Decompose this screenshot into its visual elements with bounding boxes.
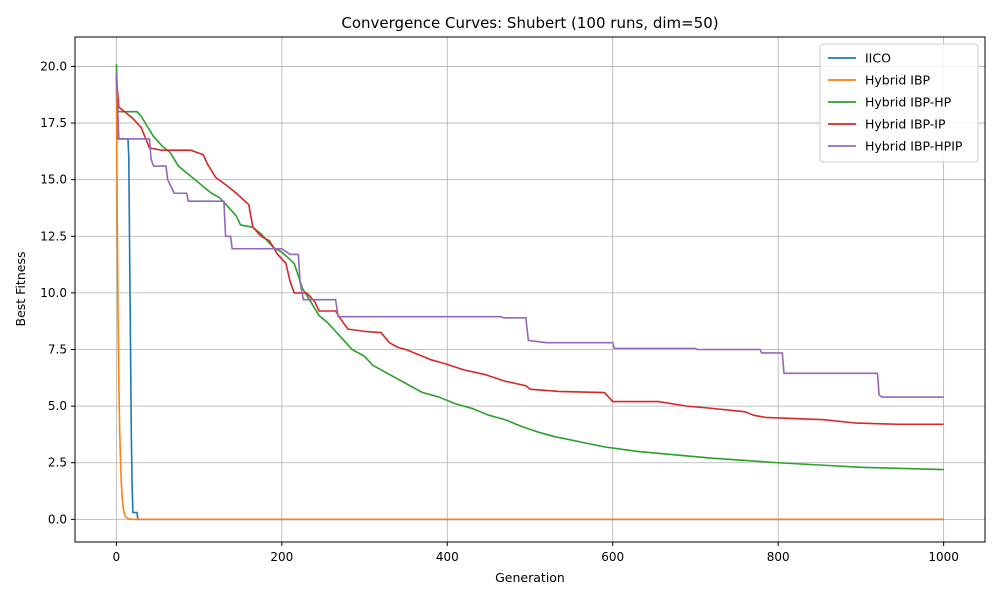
series-line-hybrid-ibp-ip [115, 77, 944, 426]
legend-label-hybrid-ibp: Hybrid IBP [865, 73, 931, 88]
y-axis-label: Best Fitness [13, 252, 28, 327]
y-tick-label: 10.0 [40, 286, 67, 300]
series-line-iico [115, 75, 944, 521]
axis-ticks: 0 200 400 600 800 1000 0.0 2.5 5.0 7.5 10.0 12.5 15.… [40, 59, 959, 564]
x-tick-label: 200 [270, 550, 293, 564]
y-tick-label: 2.5 [48, 456, 67, 470]
y-tick-label: 5.0 [48, 399, 67, 413]
x-tick-label: 0 [113, 550, 121, 564]
legend-label-hybrid-ibp-hp: Hybrid IBP-HP [865, 95, 952, 110]
y-tick-label: 12.5 [40, 229, 67, 243]
legend-label-hybrid-ibp-ip: Hybrid IBP-IP [865, 117, 946, 132]
y-tick-label: 20.0 [40, 59, 67, 73]
x-tick-label: 1000 [928, 550, 959, 564]
x-tick-label: 800 [767, 550, 790, 564]
series-line-hybrid-ibp [115, 77, 944, 521]
y-tick-label: 17.5 [40, 116, 67, 130]
chart-title: Convergence Curves: Shubert (100 runs, d… [341, 14, 718, 32]
y-tick-label: 0.0 [48, 512, 67, 526]
legend-label-hybrid-ibp-hpip: Hybrid IBP-HPIP [865, 139, 963, 154]
y-tick-label: 15.0 [40, 173, 67, 187]
series-line-hybrid-ibp-hp [115, 64, 944, 471]
y-tick-label: 7.5 [48, 343, 67, 357]
x-tick-label: 400 [436, 550, 459, 564]
plot-frame [74, 36, 986, 543]
x-axis-label: Generation [495, 570, 565, 585]
legend-label-iico: IICO [865, 51, 891, 66]
x-tick-label: 600 [601, 550, 624, 564]
legend-box [819, 43, 979, 163]
legend: IICO Hybrid IBP Hybrid IBP-HP Hybrid IBP-IP… [819, 43, 979, 163]
grid-lines [75, 37, 985, 542]
series-lines [115, 64, 944, 521]
series-line-hybrid-ibp-hpip [115, 73, 944, 398]
